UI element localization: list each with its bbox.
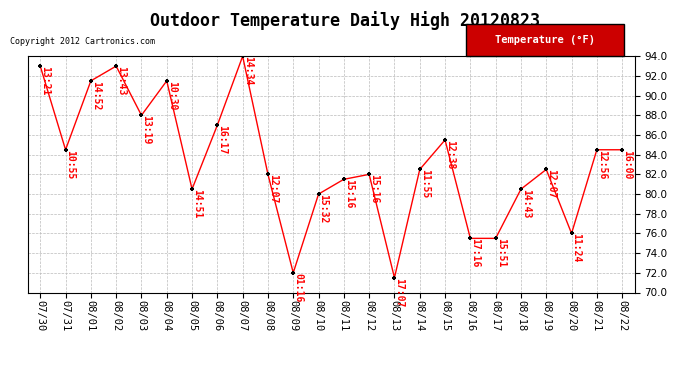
Text: 16:17: 16:17: [217, 125, 227, 154]
Text: 14:51: 14:51: [192, 189, 202, 219]
Point: [212, 122, 223, 128]
Text: 11:55: 11:55: [420, 170, 430, 199]
Text: Copyright 2012 Cartronics.com: Copyright 2012 Cartronics.com: [10, 38, 155, 46]
Text: 10:30: 10:30: [167, 81, 177, 110]
Text: 14:52: 14:52: [91, 81, 101, 110]
Text: 12:07: 12:07: [268, 174, 278, 204]
Point: [288, 270, 299, 276]
Point: [364, 171, 375, 177]
Point: [136, 112, 147, 118]
Text: 17:16: 17:16: [471, 238, 480, 268]
Text: Outdoor Temperature Daily High 20120823: Outdoor Temperature Daily High 20120823: [150, 11, 540, 30]
Text: 13:21: 13:21: [40, 66, 50, 96]
Text: Temperature (°F): Temperature (°F): [495, 35, 595, 45]
Text: 13:43: 13:43: [116, 66, 126, 96]
Text: 12:07: 12:07: [546, 170, 556, 199]
Text: 11:24: 11:24: [571, 233, 582, 263]
Point: [465, 236, 476, 242]
Point: [541, 166, 552, 172]
Text: 15:32: 15:32: [319, 194, 328, 224]
Point: [515, 186, 526, 192]
Text: 16:00: 16:00: [622, 150, 632, 179]
Point: [237, 53, 248, 59]
Point: [617, 147, 628, 153]
Text: 14:43: 14:43: [521, 189, 531, 219]
Point: [490, 236, 501, 242]
Point: [566, 230, 577, 237]
Text: 10:55: 10:55: [66, 150, 75, 179]
Text: 12:38: 12:38: [445, 140, 455, 169]
Point: [60, 147, 71, 153]
Point: [34, 63, 46, 69]
Text: 15:16: 15:16: [344, 179, 354, 209]
Point: [389, 275, 400, 281]
Point: [338, 176, 349, 182]
Text: 17:07: 17:07: [395, 278, 404, 307]
Text: 15:51: 15:51: [495, 238, 506, 268]
Point: [591, 147, 602, 153]
Point: [110, 63, 121, 69]
Text: 15:16: 15:16: [369, 174, 379, 204]
Point: [86, 78, 97, 84]
Point: [313, 191, 324, 197]
Text: 13:19: 13:19: [141, 116, 151, 145]
Point: [262, 171, 273, 177]
Point: [440, 137, 451, 143]
Text: 12:56: 12:56: [597, 150, 607, 179]
Text: 14:34: 14:34: [243, 56, 253, 86]
Text: 01:16: 01:16: [293, 273, 303, 302]
Point: [414, 166, 425, 172]
Point: [186, 186, 197, 192]
Point: [161, 78, 172, 84]
